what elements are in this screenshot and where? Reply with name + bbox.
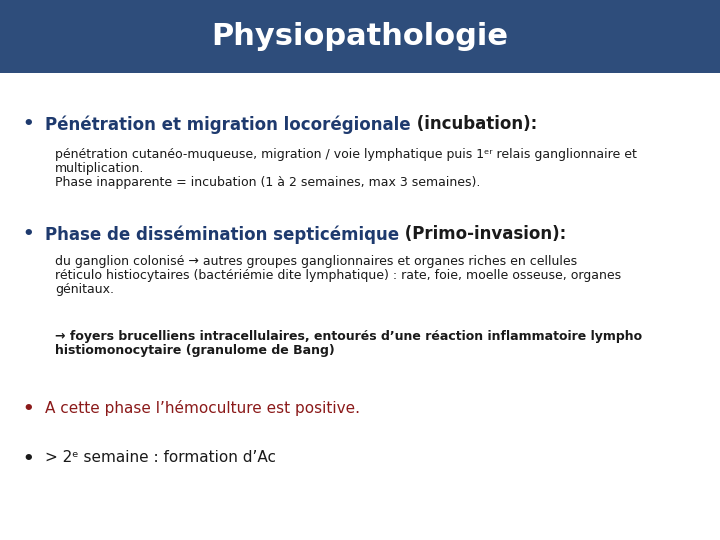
Text: •: • bbox=[22, 400, 34, 418]
Text: > 2ᵉ semaine : formation d’Ac: > 2ᵉ semaine : formation d’Ac bbox=[45, 450, 276, 465]
Text: pénétration cutanéo-muqueuse, migration / voie lymphatique puis 1ᵉʳ relais gangl: pénétration cutanéo-muqueuse, migration … bbox=[55, 148, 637, 161]
Text: Phase inapparente = incubation (1 à 2 semaines, max 3 semaines).: Phase inapparente = incubation (1 à 2 se… bbox=[55, 176, 480, 189]
Text: Pénétration et migration locorégionale: Pénétration et migration locorégionale bbox=[45, 115, 410, 133]
Text: •: • bbox=[22, 450, 34, 468]
Text: •: • bbox=[22, 115, 34, 133]
Text: du ganglion colonisé → autres groupes ganglionnaires et organes riches en cellul: du ganglion colonisé → autres groupes ga… bbox=[55, 255, 577, 268]
Text: •: • bbox=[22, 225, 34, 243]
Text: réticulo histiocytaires (bactériémie dite lymphatique) : rate, foie, moelle osse: réticulo histiocytaires (bactériémie dit… bbox=[55, 269, 621, 282]
Text: → foyers brucelliens intracellulaires, entourés d’une réaction inflammatoire lym: → foyers brucelliens intracellulaires, e… bbox=[55, 330, 642, 343]
Text: (incubation):: (incubation): bbox=[410, 115, 537, 133]
Text: génitaux.: génitaux. bbox=[55, 283, 114, 296]
Text: Physiopathologie: Physiopathologie bbox=[212, 22, 508, 51]
Text: multiplication.: multiplication. bbox=[55, 162, 145, 175]
Text: Phase de dissémination septicémique: Phase de dissémination septicémique bbox=[45, 225, 399, 244]
Text: histiomonocytaire (granulome de Bang): histiomonocytaire (granulome de Bang) bbox=[55, 344, 335, 357]
Text: A cette phase l’hémoculture est positive.: A cette phase l’hémoculture est positive… bbox=[45, 400, 360, 416]
Text: (Primo-invasion):: (Primo-invasion): bbox=[399, 225, 567, 243]
Bar bbox=[0, 0, 720, 73]
